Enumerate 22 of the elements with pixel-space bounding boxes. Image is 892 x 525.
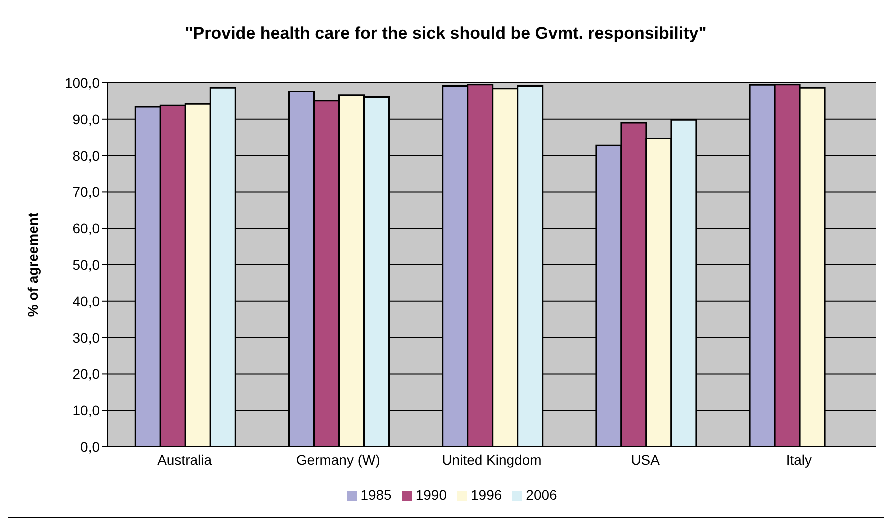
legend-label: 1985 xyxy=(360,487,392,503)
y-tick-label: 60,0 xyxy=(72,220,100,237)
y-tick-label: 70,0 xyxy=(72,184,100,200)
y-tick-label: 50,0 xyxy=(72,256,100,273)
y-tick-label: 90,0 xyxy=(72,111,100,128)
legend-label: 2006 xyxy=(526,487,558,503)
y-tick-label: 0,0 xyxy=(80,438,100,455)
x-tick-label: Australia xyxy=(158,452,212,468)
y-tick-label: 30,0 xyxy=(72,330,100,346)
y-tick-label: 10,0 xyxy=(72,402,100,419)
x-tick-label: Italy xyxy=(786,452,812,468)
chart-title: "Provide health care for the sick should be Gvmt. responsibility" xyxy=(184,24,708,44)
y-axis-title: % of agreement xyxy=(24,212,41,318)
legend-label: 1990 xyxy=(416,487,447,503)
x-tick-label: USA xyxy=(631,452,661,468)
y-tick-label: 80,0 xyxy=(72,148,100,164)
y-tick-label: 20,0 xyxy=(72,366,100,382)
y-tick-label: 100,0 xyxy=(64,74,100,91)
x-tick-label: United Kingdom xyxy=(442,452,542,468)
legend-label: 1996 xyxy=(471,487,502,503)
y-tick-label: 40,0 xyxy=(72,293,100,310)
x-tick-label: Germany (W) xyxy=(296,452,380,468)
